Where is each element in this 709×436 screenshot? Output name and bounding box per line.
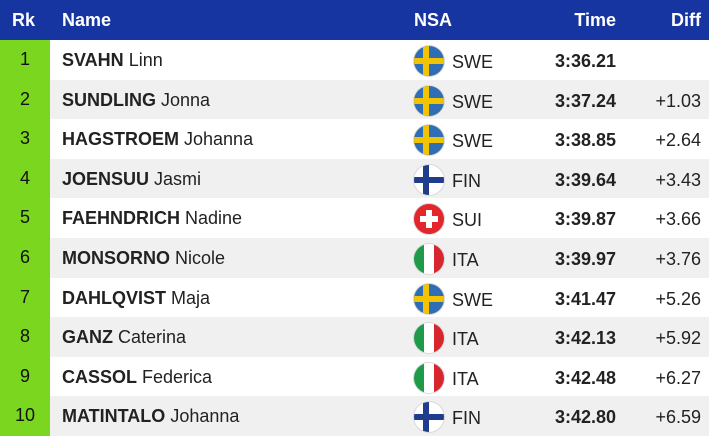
athlete-name[interactable]: SVAHN Linn bbox=[62, 50, 163, 71]
time-value: 3:39.97 bbox=[554, 248, 616, 269]
first-name: Jasmi bbox=[154, 168, 202, 189]
first-name: Federica bbox=[142, 366, 213, 387]
time-value: 3:38.85 bbox=[554, 130, 616, 151]
table-body: 1 SVAHN Linn SWE 3:36.21 2 SUNDLING Jonna SWE 3… bbox=[0, 40, 709, 436]
first-name: Linn bbox=[128, 50, 163, 70]
athlete-name[interactable]: HAGSTROEM Johanna bbox=[62, 129, 253, 150]
diff-value: +5.26 bbox=[655, 288, 701, 309]
nsa-code: SWE bbox=[452, 91, 494, 112]
header-diff[interactable]: Diff bbox=[671, 10, 701, 30]
diff-value: +6.27 bbox=[655, 367, 701, 388]
diff-value: +5.92 bbox=[655, 328, 701, 349]
italy-flag-icon bbox=[414, 243, 444, 274]
athlete-name[interactable]: SUNDLING Jonna bbox=[62, 90, 210, 111]
nsa-code: FIN bbox=[452, 170, 481, 191]
sweden-flag-icon bbox=[414, 85, 444, 116]
finland-flag-icon bbox=[414, 164, 444, 195]
time-value: 3:36.21 bbox=[554, 51, 616, 71]
nsa-code: ITA bbox=[452, 368, 479, 389]
rank-cell: 9 bbox=[0, 356, 50, 397]
sweden-flag-icon bbox=[414, 283, 444, 314]
nsa-code: SUI bbox=[452, 210, 483, 231]
rank-cell: 2 bbox=[0, 79, 50, 120]
table-row[interactable]: 8 GANZ Caterina ITA 3:42.13 +5.92 bbox=[0, 317, 709, 357]
last-name: MATINTALO bbox=[62, 406, 166, 427]
first-name: Maja bbox=[171, 287, 211, 308]
rank-cell: 5 bbox=[0, 198, 50, 238]
time-value: 3:42.13 bbox=[554, 328, 616, 349]
table-row[interactable]: 10 MATINTALO Johanna FIN 3:42.80 +6.59 bbox=[0, 396, 709, 436]
switzerland-flag-icon bbox=[414, 204, 444, 235]
last-name: SUNDLING bbox=[62, 89, 156, 110]
rank-cell: 10 bbox=[0, 396, 50, 436]
italy-flag-icon bbox=[414, 323, 444, 354]
sweden-flag-icon bbox=[414, 46, 444, 76]
last-name: SVAHN bbox=[62, 50, 124, 70]
table-row[interactable]: 7 DAHLQVIST Maja SWE 3:41.47 +5.26 bbox=[0, 277, 709, 318]
rank-cell: 4 bbox=[0, 158, 50, 199]
diff-value: +6.59 bbox=[655, 407, 701, 428]
rank-cell: 8 bbox=[0, 317, 50, 357]
first-name: Johanna bbox=[184, 129, 254, 150]
athlete-name[interactable]: DAHLQVIST Maja bbox=[62, 288, 210, 309]
athlete-name[interactable]: MONSORNO Nicole bbox=[62, 248, 225, 269]
first-name: Nadine bbox=[185, 208, 243, 229]
athlete-name[interactable]: CASSOL Federica bbox=[62, 367, 212, 388]
rank-cell: 6 bbox=[0, 237, 50, 278]
last-name: HAGSTROEM bbox=[62, 129, 179, 150]
last-name: GANZ bbox=[62, 327, 113, 348]
diff-value: +2.64 bbox=[655, 130, 701, 151]
header-rank[interactable]: Rk bbox=[12, 10, 36, 30]
table-row[interactable]: 9 CASSOL Federica ITA 3:42.48 +6.27 bbox=[0, 356, 709, 397]
athlete-name[interactable]: MATINTALO Johanna bbox=[62, 406, 239, 427]
time-value: 3:41.47 bbox=[554, 288, 616, 309]
table-row[interactable]: 2 SUNDLING Jonna SWE 3:37.24 +1.03 bbox=[0, 79, 709, 120]
diff-value: +3.66 bbox=[655, 209, 701, 230]
table-header: Rk Name NSA Time Diff bbox=[0, 0, 709, 40]
rank-cell: 3 bbox=[0, 119, 50, 159]
table-row[interactable]: 4 JOENSUU Jasmi FIN 3:39.64 +3.43 bbox=[0, 158, 709, 199]
athlete-name[interactable]: FAEHNDRICH Nadine bbox=[62, 208, 242, 229]
nsa-code: ITA bbox=[452, 329, 479, 350]
header-time[interactable]: Time bbox=[574, 10, 616, 30]
first-name: Jonna bbox=[161, 89, 211, 110]
time-value: 3:39.64 bbox=[554, 169, 616, 190]
rank-cell: 1 bbox=[0, 40, 50, 80]
first-name: Johanna bbox=[170, 406, 240, 427]
nsa-code: SWE bbox=[452, 289, 494, 310]
nsa-code: SWE bbox=[452, 131, 494, 152]
diff-value: +1.03 bbox=[655, 90, 701, 111]
first-name: Nicole bbox=[175, 247, 226, 268]
athlete-name[interactable]: GANZ Caterina bbox=[62, 327, 186, 348]
time-value: 3:42.48 bbox=[554, 367, 616, 388]
rank-cell: 7 bbox=[0, 277, 50, 318]
table-row[interactable]: 1 SVAHN Linn SWE 3:36.21 bbox=[0, 40, 709, 80]
time-value: 3:37.24 bbox=[554, 90, 616, 111]
table-row[interactable]: 3 HAGSTROEM Johanna SWE 3:38.85 +2.64 bbox=[0, 119, 709, 159]
last-name: FAEHNDRICH bbox=[62, 208, 181, 229]
last-name: MONSORNO bbox=[62, 247, 170, 268]
last-name: DAHLQVIST bbox=[62, 287, 167, 308]
athlete-name[interactable]: JOENSUU Jasmi bbox=[62, 169, 201, 190]
finland-flag-icon bbox=[414, 402, 444, 433]
table-row[interactable]: 5 FAEHNDRICH Nadine SUI 3:39.87 +3.66 bbox=[0, 198, 709, 238]
last-name: JOENSUU bbox=[62, 168, 150, 189]
time-value: 3:39.87 bbox=[554, 209, 616, 230]
table-row[interactable]: 6 MONSORNO Nicole ITA 3:39.97 +3.76 bbox=[0, 237, 709, 278]
nsa-code: ITA bbox=[452, 249, 479, 270]
italy-flag-icon bbox=[414, 362, 444, 393]
time-value: 3:42.80 bbox=[554, 407, 616, 428]
nsa-code: FIN bbox=[452, 408, 481, 429]
first-name: Caterina bbox=[118, 327, 187, 348]
last-name: CASSOL bbox=[62, 366, 138, 387]
header-name[interactable]: Name bbox=[62, 10, 112, 30]
header-nsa[interactable]: NSA bbox=[414, 10, 453, 30]
diff-value: +3.43 bbox=[655, 169, 701, 190]
nsa-code: SWE bbox=[452, 52, 494, 72]
diff-value: +3.76 bbox=[655, 248, 701, 269]
sweden-flag-icon bbox=[414, 125, 444, 156]
